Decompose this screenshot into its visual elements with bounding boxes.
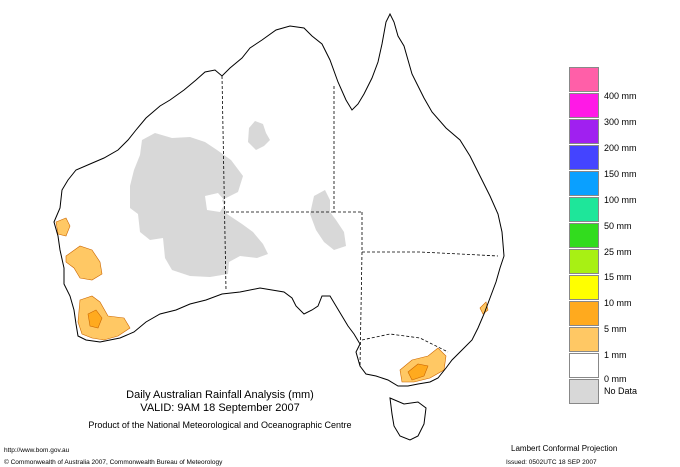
state-border-wa bbox=[221, 75, 227, 291]
legend-swatch bbox=[569, 197, 599, 222]
legend-label: 200 mm bbox=[604, 143, 637, 153]
tasmania-coastline bbox=[389, 397, 427, 441]
map-title: Daily Australian Rainfall Analysis (mm) bbox=[126, 389, 314, 401]
rainfall-legend bbox=[569, 67, 599, 405]
legend-label: 15 mm bbox=[604, 272, 632, 282]
projection-label: Lambert Conformal Projection bbox=[511, 444, 618, 453]
no-data-region-west bbox=[130, 133, 268, 277]
legend-label: 5 mm bbox=[604, 324, 627, 334]
legend-swatch bbox=[569, 93, 599, 118]
source-url[interactable]: http://www.bom.gov.au bbox=[4, 447, 70, 454]
legend-swatch bbox=[569, 171, 599, 196]
legend-label: No Data bbox=[604, 386, 638, 396]
no-data-region-east bbox=[310, 190, 346, 250]
state-border-sa-vic bbox=[359, 251, 363, 367]
legend-label: 100 mm bbox=[604, 195, 637, 205]
legend-label: 10 mm bbox=[604, 298, 632, 308]
australia-coastline bbox=[53, 12, 505, 387]
legend-swatch bbox=[569, 223, 599, 248]
legend-swatch bbox=[569, 249, 599, 274]
rain-patch-wa-southwest bbox=[77, 295, 131, 341]
legend-label: 300 mm bbox=[604, 117, 637, 127]
legend-swatch bbox=[569, 353, 599, 378]
legend-label: 150 mm bbox=[604, 169, 637, 179]
rain-patch-wa-central bbox=[65, 245, 103, 281]
legend-swatch bbox=[569, 379, 599, 404]
rain-patch-victoria-5mm bbox=[407, 363, 429, 381]
rain-patch-wa-perth-north bbox=[55, 217, 71, 237]
legend-label: 25 mm bbox=[604, 247, 632, 257]
legend-label: 50 mm bbox=[604, 221, 632, 231]
state-border-qld-west bbox=[333, 86, 362, 213]
state-border-qld-nsw bbox=[361, 212, 499, 257]
legend-label: 0 mm bbox=[604, 374, 627, 384]
state-border-nsw-vic bbox=[361, 333, 449, 353]
rain-patch-wa-southwest-5mm bbox=[87, 309, 103, 329]
no-data-region-north bbox=[248, 121, 270, 150]
legend-swatch bbox=[569, 119, 599, 144]
rain-patch-nsw-coast bbox=[479, 301, 489, 315]
legend-label: 400 mm bbox=[604, 91, 637, 101]
map-valid-date: VALID: 9AM 18 September 2007 bbox=[140, 402, 300, 414]
legend-swatch bbox=[569, 145, 599, 170]
legend-swatch bbox=[569, 327, 599, 352]
issued-timestamp: Issued: 0502UTC 18 SEP 2007 bbox=[506, 459, 597, 466]
legend-swatch bbox=[569, 275, 599, 300]
copyright-text: © Commonwealth of Australia 2007, Common… bbox=[4, 459, 223, 466]
map-product-credit: Product of the National Meteorological a… bbox=[88, 420, 352, 430]
legend-label: 1 mm bbox=[604, 350, 627, 360]
legend-swatch bbox=[569, 67, 599, 92]
legend-swatch bbox=[569, 301, 599, 326]
